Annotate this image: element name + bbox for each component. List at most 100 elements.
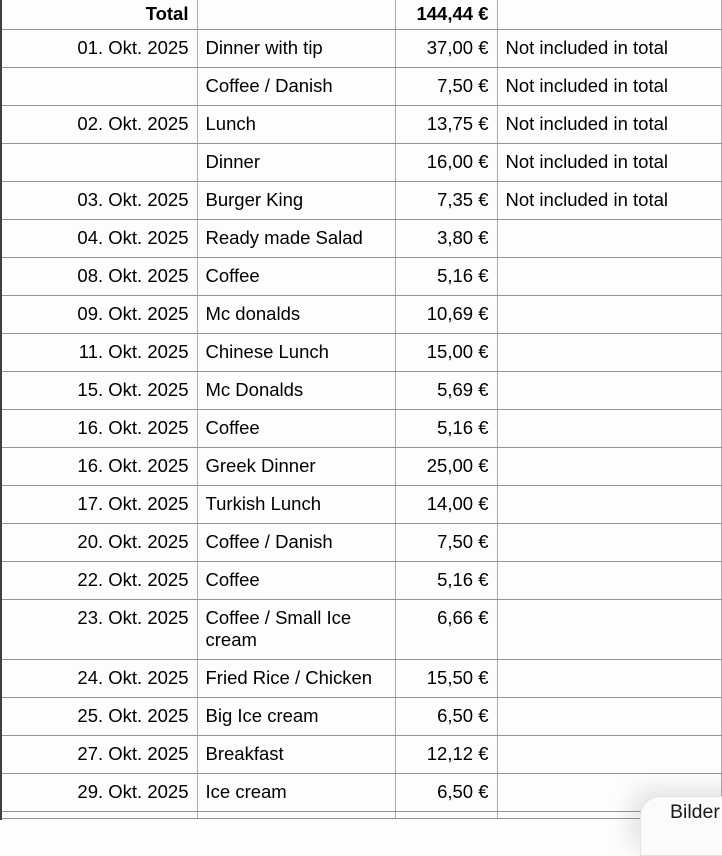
date-cell[interactable]: 03. Okt. 2025 bbox=[2, 181, 198, 220]
note-cell[interactable] bbox=[496, 485, 722, 524]
table-row: 25. Okt. 2025 Big Ice cream 6,50 € bbox=[2, 697, 722, 736]
description-cell[interactable]: Fried Rice / Chicken bbox=[196, 659, 396, 698]
description-cell[interactable]: Coffee bbox=[196, 561, 396, 600]
date-cell[interactable]: 20. Okt. 2025 bbox=[2, 523, 198, 562]
description-cell[interactable]: Mc Donalds bbox=[196, 371, 396, 410]
table-row: 22. Okt. 2025 Coffee 5,16 € bbox=[2, 561, 722, 600]
table-row: 08. Okt. 2025 Coffee 5,16 € bbox=[2, 257, 722, 296]
date-cell[interactable]: 16. Okt. 2025 bbox=[2, 447, 198, 486]
note-cell[interactable] bbox=[496, 599, 722, 660]
amount-cell[interactable]: 25,00 € bbox=[394, 447, 498, 486]
amount-cell[interactable]: 3,80 € bbox=[394, 219, 498, 258]
amount-cell[interactable]: 37,00 € bbox=[394, 29, 498, 68]
bilder-button[interactable]: Bilder bbox=[640, 796, 722, 856]
description-cell[interactable] bbox=[196, 811, 396, 819]
table-row: 23. Okt. 2025 Coffee / Small Ice cream 6… bbox=[2, 599, 722, 660]
date-cell[interactable]: 01. Okt. 2025 bbox=[2, 29, 198, 68]
note-cell[interactable] bbox=[496, 659, 722, 698]
note-cell[interactable] bbox=[496, 0, 722, 30]
amount-cell[interactable]: 15,50 € bbox=[394, 659, 498, 698]
amount-cell[interactable] bbox=[394, 811, 498, 819]
amount-cell[interactable]: 7,35 € bbox=[394, 181, 498, 220]
date-cell[interactable]: 29. Okt. 2025 bbox=[2, 773, 198, 812]
date-cell[interactable] bbox=[2, 143, 198, 182]
note-cell[interactable]: Not included in total bbox=[496, 67, 722, 106]
note-cell[interactable] bbox=[496, 371, 722, 410]
amount-cell[interactable]: 5,16 € bbox=[394, 409, 498, 448]
date-cell[interactable] bbox=[2, 67, 198, 106]
note-cell[interactable] bbox=[496, 773, 722, 812]
date-cell[interactable]: 09. Okt. 2025 bbox=[2, 295, 198, 334]
description-cell[interactable]: Chinese Lunch bbox=[196, 333, 396, 372]
amount-cell[interactable]: 10,69 € bbox=[394, 295, 498, 334]
date-cell[interactable]: 11. Okt. 2025 bbox=[2, 333, 198, 372]
description-cell[interactable]: Coffee / Small Ice cream bbox=[196, 599, 396, 660]
date-cell[interactable]: 16. Okt. 2025 bbox=[2, 409, 198, 448]
description-cell[interactable]: Coffee / Danish bbox=[196, 523, 396, 562]
amount-cell[interactable]: 5,69 € bbox=[394, 371, 498, 410]
date-cell[interactable]: 08. Okt. 2025 bbox=[2, 257, 198, 296]
date-cell[interactable]: 27. Okt. 2025 bbox=[2, 735, 198, 774]
amount-cell[interactable]: 14,00 € bbox=[394, 485, 498, 524]
table-row: 01. Okt. 2025 Dinner with tip 37,00 € No… bbox=[2, 29, 722, 68]
date-cell[interactable]: 04. Okt. 2025 bbox=[2, 219, 198, 258]
description-cell[interactable]: Big Ice cream bbox=[196, 697, 396, 736]
note-cell[interactable] bbox=[496, 523, 722, 562]
description-cell[interactable]: Turkish Lunch bbox=[196, 485, 396, 524]
amount-cell[interactable]: 5,16 € bbox=[394, 561, 498, 600]
amount-cell[interactable]: 6,50 € bbox=[394, 773, 498, 812]
note-cell[interactable]: Not included in total bbox=[496, 29, 722, 68]
date-cell[interactable]: 25. Okt. 2025 bbox=[2, 697, 198, 736]
description-cell[interactable]: Coffee bbox=[196, 409, 396, 448]
amount-cell[interactable]: 16,00 € bbox=[394, 143, 498, 182]
description-cell[interactable] bbox=[196, 0, 396, 30]
amount-cell[interactable]: 13,75 € bbox=[394, 105, 498, 144]
description-cell[interactable]: Lunch bbox=[196, 105, 396, 144]
note-cell[interactable] bbox=[496, 447, 722, 486]
date-cell[interactable] bbox=[2, 811, 198, 819]
note-cell[interactable] bbox=[496, 219, 722, 258]
description-cell[interactable]: Dinner with tip bbox=[196, 29, 396, 68]
table-row: 20. Okt. 2025 Coffee / Danish 7,50 € bbox=[2, 523, 722, 562]
note-cell[interactable] bbox=[496, 735, 722, 774]
description-cell[interactable]: Coffee / Danish bbox=[196, 67, 396, 106]
date-cell[interactable]: 23. Okt. 2025 bbox=[2, 599, 198, 660]
note-cell[interactable]: Not included in total bbox=[496, 105, 722, 144]
description-cell[interactable]: Burger King bbox=[196, 181, 396, 220]
amount-cell[interactable]: 12,12 € bbox=[394, 735, 498, 774]
note-cell[interactable] bbox=[496, 333, 722, 372]
amount-cell[interactable]: 6,66 € bbox=[394, 599, 498, 660]
date-cell[interactable]: 17. Okt. 2025 bbox=[2, 485, 198, 524]
note-cell[interactable] bbox=[496, 697, 722, 736]
description-cell[interactable]: Breakfast bbox=[196, 735, 396, 774]
table-row: Dinner 16,00 € Not included in total bbox=[2, 143, 722, 182]
amount-cell[interactable]: 5,16 € bbox=[394, 257, 498, 296]
table-row: 24. Okt. 2025 Fried Rice / Chicken 15,50… bbox=[2, 659, 722, 698]
date-cell[interactable]: 24. Okt. 2025 bbox=[2, 659, 198, 698]
amount-cell[interactable]: 6,50 € bbox=[394, 697, 498, 736]
spreadsheet-area: Total 144,44 € 01. Okt. 2025 Dinner with… bbox=[0, 0, 722, 820]
amount-cell[interactable]: 7,50 € bbox=[394, 523, 498, 562]
note-cell[interactable] bbox=[496, 295, 722, 334]
bilder-button-label: Bilder bbox=[670, 801, 720, 823]
description-cell[interactable]: Ice cream bbox=[196, 773, 396, 812]
description-cell[interactable]: Ready made Salad bbox=[196, 219, 396, 258]
description-cell[interactable]: Coffee bbox=[196, 257, 396, 296]
amount-cell[interactable]: 15,00 € bbox=[394, 333, 498, 372]
description-cell[interactable]: Greek Dinner bbox=[196, 447, 396, 486]
date-cell[interactable]: 22. Okt. 2025 bbox=[2, 561, 198, 600]
table-row: 02. Okt. 2025 Lunch 13,75 € Not included… bbox=[2, 105, 722, 144]
date-cell[interactable]: 15. Okt. 2025 bbox=[2, 371, 198, 410]
note-cell[interactable]: Not included in total bbox=[496, 143, 722, 182]
note-cell[interactable]: Not included in total bbox=[496, 181, 722, 220]
description-cell[interactable]: Mc donalds bbox=[196, 295, 396, 334]
total-amount-cell[interactable]: 144,44 € bbox=[394, 0, 498, 30]
table-row: 27. Okt. 2025 Breakfast 12,12 € bbox=[2, 735, 722, 774]
note-cell[interactable] bbox=[496, 257, 722, 296]
date-cell[interactable]: 02. Okt. 2025 bbox=[2, 105, 198, 144]
total-label-cell[interactable]: Total bbox=[2, 0, 198, 30]
note-cell[interactable] bbox=[496, 409, 722, 448]
amount-cell[interactable]: 7,50 € bbox=[394, 67, 498, 106]
note-cell[interactable] bbox=[496, 561, 722, 600]
description-cell[interactable]: Dinner bbox=[196, 143, 396, 182]
